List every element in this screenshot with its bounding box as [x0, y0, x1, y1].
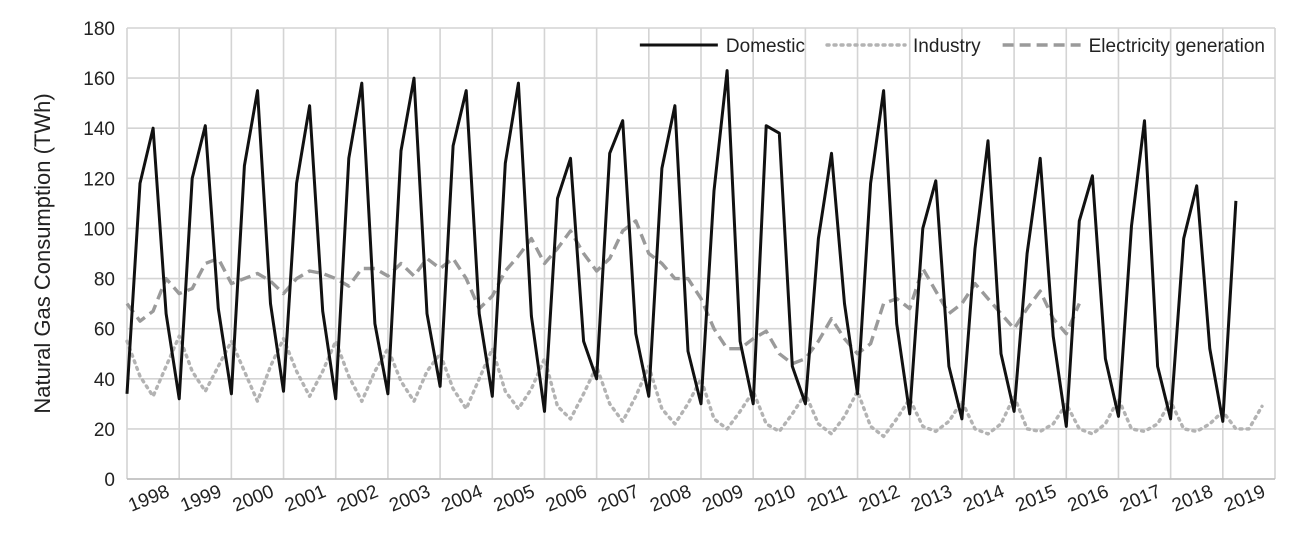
x-tick-label: 2016	[1065, 481, 1112, 516]
legend: Domestic Industry Electricity generation	[639, 36, 1265, 57]
y-tick-label: 80	[94, 270, 115, 291]
x-axis-ticks: 1998 1999 2000 2001 2002 2003 2004 2005 2006 2007…	[125, 481, 1268, 516]
series-lines	[125, 69, 1264, 439]
x-tick-label: 2013	[908, 481, 955, 516]
y-tick-label: 100	[83, 219, 115, 240]
y-tick-label: 140	[83, 119, 115, 140]
x-tick-label: 2006	[543, 481, 590, 516]
x-tick-label: 2010	[752, 481, 799, 516]
x-tick-label: 2001	[282, 481, 329, 516]
x-tick-label: 2003	[386, 481, 433, 516]
series-line-industry	[125, 334, 1264, 439]
x-tick-label: 2018	[1169, 481, 1216, 516]
x-tick-label: 2012	[856, 481, 903, 516]
x-tick-label: 2000	[230, 481, 277, 516]
x-tick-label: 2019	[1221, 481, 1268, 516]
y-tick-label: 120	[83, 169, 115, 190]
y-tick-label: 160	[83, 69, 115, 90]
x-tick-label: 2017	[1117, 481, 1164, 516]
y-tick-label: 40	[94, 370, 115, 391]
x-tick-label: 1998	[125, 481, 172, 516]
y-tick-label: 60	[94, 320, 115, 341]
x-tick-label: 2011	[805, 482, 851, 517]
x-tick-label: 2002	[334, 481, 381, 516]
x-tick-label: 2008	[647, 481, 694, 516]
y-tick-label: 0	[104, 470, 115, 491]
x-tick-label: 2004	[439, 481, 486, 516]
x-tick-label: 2014	[960, 481, 1007, 516]
x-tick-label: 2009	[699, 481, 746, 516]
y-tick-label: 180	[83, 19, 115, 40]
x-tick-label: 1999	[178, 481, 225, 516]
gridlines	[126, 27, 1276, 480]
y-axis-ticks: 0 20 40 60 80 100 120 140 160 180	[83, 19, 115, 491]
series-line-domestic	[125, 69, 1238, 428]
legend-label: Industry	[913, 36, 981, 57]
y-tick-label: 20	[94, 420, 115, 441]
x-tick-label: 2015	[1013, 481, 1060, 516]
x-tick-label: 2005	[491, 481, 538, 516]
legend-label: Electricity generation	[1089, 36, 1265, 57]
legend-label: Domestic	[726, 36, 805, 57]
x-tick-label: 2007	[595, 481, 642, 516]
y-axis-label: Natural Gas Consumption (TWh)	[30, 93, 55, 413]
